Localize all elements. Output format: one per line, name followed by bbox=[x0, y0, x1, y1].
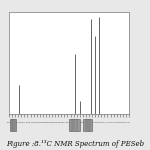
Text: Figure :8.¹³C NMR Spectrum of PESeb: Figure :8.¹³C NMR Spectrum of PESeb bbox=[6, 141, 144, 148]
Bar bbox=[69, 118, 80, 131]
Bar bbox=[10, 118, 16, 131]
Bar bbox=[83, 118, 92, 131]
